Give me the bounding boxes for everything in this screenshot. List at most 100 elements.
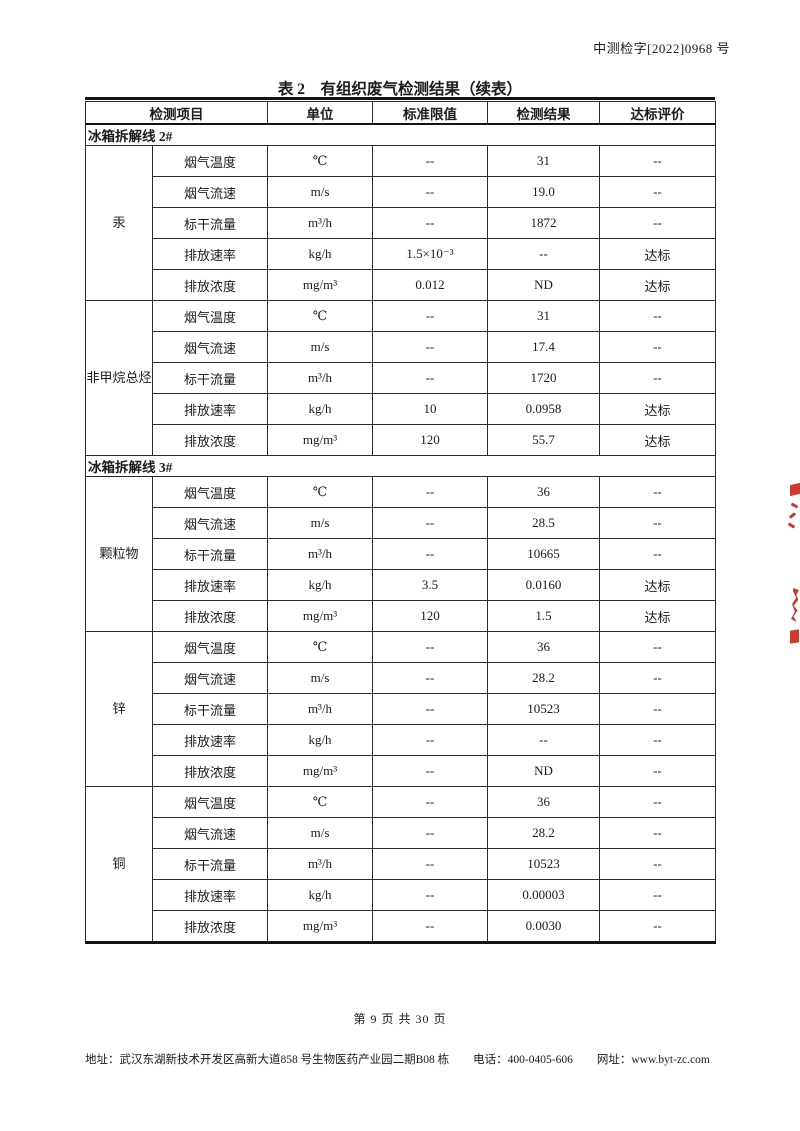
table-row: 排放速率 kg/h -- 0.00003 -- [86,879,716,911]
header-standard-limit: 标准限值 [372,101,488,125]
table-row: 标干流量 m³/h -- 1720 -- [86,362,716,394]
limit-cell: -- [372,331,488,363]
result-cell: 19.0 [487,176,600,208]
unit-cell: m/s [267,817,373,849]
red-stamp-fragment [791,588,799,622]
param-name: 排放速率 [152,724,268,756]
section-label: 冰箱拆解线 2# [85,123,716,146]
limit-cell: -- [372,300,488,332]
unit-cell: m³/h [267,207,373,239]
evaluation-cell: -- [599,476,716,508]
param-name: 排放速率 [152,879,268,911]
param-name: 标干流量 [152,538,268,570]
limit-cell: -- [372,910,488,943]
red-stamp-fragment [787,522,796,529]
limit-cell: -- [372,755,488,787]
limit-cell: -- [372,724,488,756]
limit-cell: 120 [372,424,488,456]
pollutant-name: 颗粒物 [85,476,153,632]
table-row: 排放速率 kg/h 3.5 0.0160 达标 [86,569,716,601]
table-row: 烟气流速 m/s -- 28.5 -- [86,507,716,539]
result-cell: 1720 [487,362,600,394]
pollutant-name: 汞 [85,145,153,301]
header-test-result: 检测结果 [487,101,600,125]
param-name: 排放速率 [152,393,268,425]
result-cell: -- [487,238,600,270]
result-cell: -- [487,724,600,756]
param-name: 标干流量 [152,207,268,239]
table-row: 烟气流速 m/s -- 19.0 -- [86,176,716,208]
table-row: 排放速率 kg/h 10 0.0958 达标 [86,393,716,425]
table-row: 排放浓度 mg/m³ -- ND -- [86,755,716,787]
limit-cell: -- [372,693,488,725]
result-cell: 0.0030 [487,910,600,943]
section-row: 冰箱拆解线 3# [85,455,716,477]
param-name: 烟气流速 [152,662,268,694]
result-cell: 10523 [487,848,600,880]
result-cell: 0.0958 [487,393,600,425]
result-cell: 28.5 [487,507,600,539]
limit-cell: -- [372,786,488,818]
evaluation-cell: 达标 [599,269,716,301]
evaluation-cell: 达标 [599,424,716,456]
section-label: 冰箱拆解线 3# [85,455,716,477]
param-name: 烟气温度 [152,300,268,332]
red-stamp-fragment [790,502,799,509]
evaluation-cell: -- [599,507,716,539]
evaluation-cell: -- [599,207,716,239]
param-name: 烟气温度 [152,476,268,508]
unit-cell: m/s [267,176,373,208]
unit-cell: m/s [267,507,373,539]
evaluation-cell: -- [599,331,716,363]
limit-cell: -- [372,476,488,508]
param-name: 排放浓度 [152,424,268,456]
param-name: 烟气温度 [152,631,268,663]
unit-cell: m³/h [267,848,373,880]
evaluation-cell: -- [599,817,716,849]
limit-cell: 1.5×10⁻³ [372,238,488,270]
evaluation-cell: -- [599,755,716,787]
table-row: 排放浓度 mg/m³ -- 0.0030 -- [86,910,716,943]
evaluation-cell: 达标 [599,238,716,270]
unit-cell: mg/m³ [267,424,373,456]
footer-phone: 电话：400-0405-606 [473,1054,573,1066]
header-test-item: 检测项目 [85,101,268,125]
table-row: 烟气流速 m/s -- 28.2 -- [86,817,716,849]
evaluation-cell: -- [599,362,716,394]
table-row: 铜烟气温度 ℃ -- 36 -- [85,786,716,943]
evaluation-cell: -- [599,848,716,880]
section-row: 冰箱拆解线 2# [85,123,716,146]
limit-cell: -- [372,662,488,694]
results-table-wrap: 检测项目 单位 标准限值 检测结果 达标评价 冰箱拆解线 2# 汞烟气温度 ℃ -- 3… [85,97,716,944]
param-name: 烟气流速 [152,817,268,849]
evaluation-cell: 达标 [599,600,716,632]
evaluation-cell: -- [599,145,716,177]
param-name: 排放浓度 [152,910,268,943]
unit-cell: kg/h [267,724,373,756]
unit-cell: m/s [267,331,373,363]
limit-cell: -- [372,362,488,394]
result-cell: 10665 [487,538,600,570]
unit-cell: ℃ [267,631,373,663]
unit-cell: ℃ [267,300,373,332]
limit-cell: -- [372,507,488,539]
pollutant-name: 铜 [85,786,153,943]
evaluation-cell: 达标 [599,393,716,425]
doc-reference-number: 中测检字[2022]0968 号 [593,41,730,56]
unit-cell: m³/h [267,693,373,725]
unit-cell: mg/m³ [267,755,373,787]
unit-cell: mg/m³ [267,600,373,632]
page-number: 第 9 页 共 30 页 [353,1012,447,1026]
unit-cell: m³/h [267,362,373,394]
table-row: 排放浓度 mg/m³ 120 55.7 达标 [86,424,716,456]
result-cell: 17.4 [487,331,600,363]
param-name: 烟气温度 [152,145,268,177]
result-cell: 28.2 [487,662,600,694]
table-row: 标干流量 m³/h -- 10665 -- [86,538,716,570]
results-table-body: 冰箱拆解线 2# 汞烟气温度 ℃ -- 31 -- 烟气流速 m/s -- 19.0 -- 标干流量 m… [85,123,716,943]
evaluation-cell: -- [599,662,716,694]
result-cell: 10523 [487,693,600,725]
result-cell: 1872 [487,207,600,239]
evaluation-cell: -- [599,724,716,756]
